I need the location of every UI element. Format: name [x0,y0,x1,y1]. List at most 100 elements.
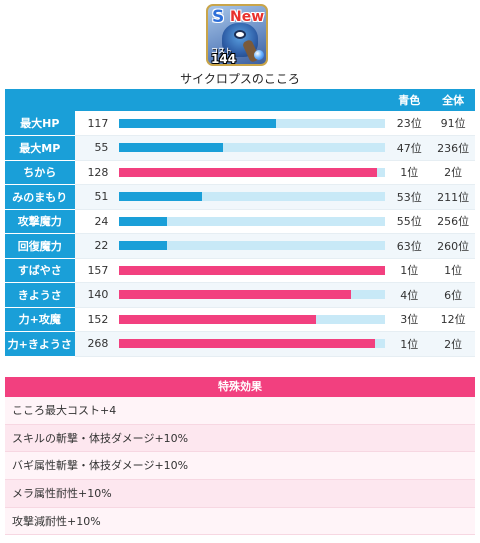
stats-header-row: 青色 全体 [5,89,475,111]
stat-bar-track [119,192,386,202]
stat-color-rank: 53位 [387,184,432,210]
stat-bar-fill [119,216,168,226]
effect-item: こころ最大コスト+4 [5,397,475,425]
stat-bar-fill [119,265,386,275]
orb-icon [254,50,264,60]
stat-bar-cell [116,111,388,136]
cost-value: 144 [211,52,237,66]
stat-bar-fill [119,143,224,153]
stat-overall-rank: 260位 [431,233,475,259]
stat-label: 力+攻魔 [5,307,75,332]
stat-bar-fill [119,241,168,251]
stat-label: 最大MP [5,135,75,161]
effect-item: メラ属性耐性+10% [5,480,475,508]
stat-label: ちから [5,160,75,185]
header-bar-cell [116,89,388,111]
stat-row: 最大MP 55 47位 236位 [5,135,475,161]
stat-bar-fill [119,290,351,300]
stat-label: みのまもり [5,184,75,210]
stats-body: 最大HP 117 23位 91位 最大MP 55 47位 236位 ちから 128 1位 2位 みのまも… [5,111,475,357]
stat-color-rank: 1位 [387,160,432,185]
rank-letter: S [212,7,225,27]
stat-bar-cell [116,331,388,357]
stat-color-rank: 4位 [387,282,432,308]
stat-bar-track [119,339,386,349]
stat-color-rank: 63位 [387,233,432,259]
kokoro-card[interactable]: S New コスト 144 [206,4,268,66]
stat-value: 24 [74,209,117,234]
stat-bar-fill [119,339,375,349]
stat-value: 117 [74,111,117,136]
stat-row: 最大HP 117 23位 91位 [5,111,475,136]
cyclops-eye-icon [234,30,246,39]
stat-row: 回復魔力 22 63位 260位 [5,233,475,259]
stat-label: すばやさ [5,258,75,283]
stat-color-rank: 3位 [387,307,432,332]
stat-value: 140 [74,282,117,308]
effect-item: 攻撃減耐性+10% [5,507,475,536]
stat-value: 128 [74,160,117,185]
stat-bar-track [119,265,386,275]
new-badge: New [230,9,265,25]
stat-overall-rank: 12位 [431,307,475,332]
stat-bar-cell [116,209,388,234]
stat-bar-track [119,167,386,177]
stat-bar-cell [116,258,388,283]
stat-value: 55 [74,135,117,161]
stat-overall-rank: 236位 [431,135,475,161]
stat-bar-track [119,290,386,300]
stat-row: 力+攻魔 152 3位 12位 [5,307,475,332]
stat-overall-rank: 1位 [431,258,475,283]
stat-overall-rank: 211位 [431,184,475,210]
stat-bar-track [119,143,386,153]
effect-list: こころ最大コスト+4 スキルの斬撃・体技ダメージ+10% バギ属性斬撃・体技ダメージ… [5,397,475,536]
stat-bar-fill [119,167,378,177]
stat-row: みのまもり 51 53位 211位 [5,184,475,210]
special-effects-title: 特殊効果 [5,377,475,397]
effect-item: バギ属性斬撃・体技ダメージ+10% [5,452,475,481]
header: S New コスト 144 サイクロプスのこころ [0,0,480,88]
stat-overall-rank: 256位 [431,209,475,234]
stat-bar-cell [116,160,388,185]
stat-bar-fill [119,314,317,324]
stat-bar-cell [116,307,388,332]
kokoro-name: サイクロプスのこころ [180,72,300,86]
col-color-rank: 青色 [387,89,432,111]
stat-overall-rank: 91位 [431,111,475,136]
stat-value: 157 [74,258,117,283]
col-overall-rank: 全体 [431,89,475,111]
stat-row: 力+きようさ 268 1位 2位 [5,331,475,357]
stat-bar-track [119,118,386,128]
stat-bar-cell [116,233,388,259]
stat-label: きようさ [5,282,75,308]
header-label-cell [5,89,75,111]
stat-value: 268 [74,331,117,357]
stat-bar-cell [116,184,388,210]
stat-label: 回復魔力 [5,233,75,259]
stat-overall-rank: 6位 [431,282,475,308]
stat-color-rank: 1位 [387,258,432,283]
stat-color-rank: 1位 [387,331,432,357]
stat-overall-rank: 2位 [431,331,475,357]
stat-bar-track [119,241,386,251]
header-value-cell [74,89,117,111]
stats-table: 青色 全体 最大HP 117 23位 91位最大MP 55 47位 236位ちから 128 1位… [5,89,475,357]
stat-bar-fill [119,118,277,128]
stat-color-rank: 47位 [387,135,432,161]
stat-row: きようさ 140 4位 6位 [5,282,475,308]
stat-bar-track [119,314,386,324]
stat-row: 攻撃魔力 24 55位 256位 [5,209,475,234]
special-effects: 特殊効果 こころ最大コスト+4 スキルの斬撃・体技ダメージ+10% バギ属性斬撃・体… [5,377,475,536]
cost-label: コスト [211,47,232,55]
stat-label: 力+きようさ [5,331,75,357]
stat-row: すばやさ 157 1位 1位 [5,258,475,283]
stat-label: 攻撃魔力 [5,209,75,234]
stat-label: 最大HP [5,111,75,136]
stat-overall-rank: 2位 [431,160,475,185]
stat-value: 152 [74,307,117,332]
stat-color-rank: 23位 [387,111,432,136]
stat-bar-fill [119,192,202,202]
stat-color-rank: 55位 [387,209,432,234]
stat-bar-track [119,216,386,226]
effect-item: スキルの斬撃・体技ダメージ+10% [5,424,475,453]
